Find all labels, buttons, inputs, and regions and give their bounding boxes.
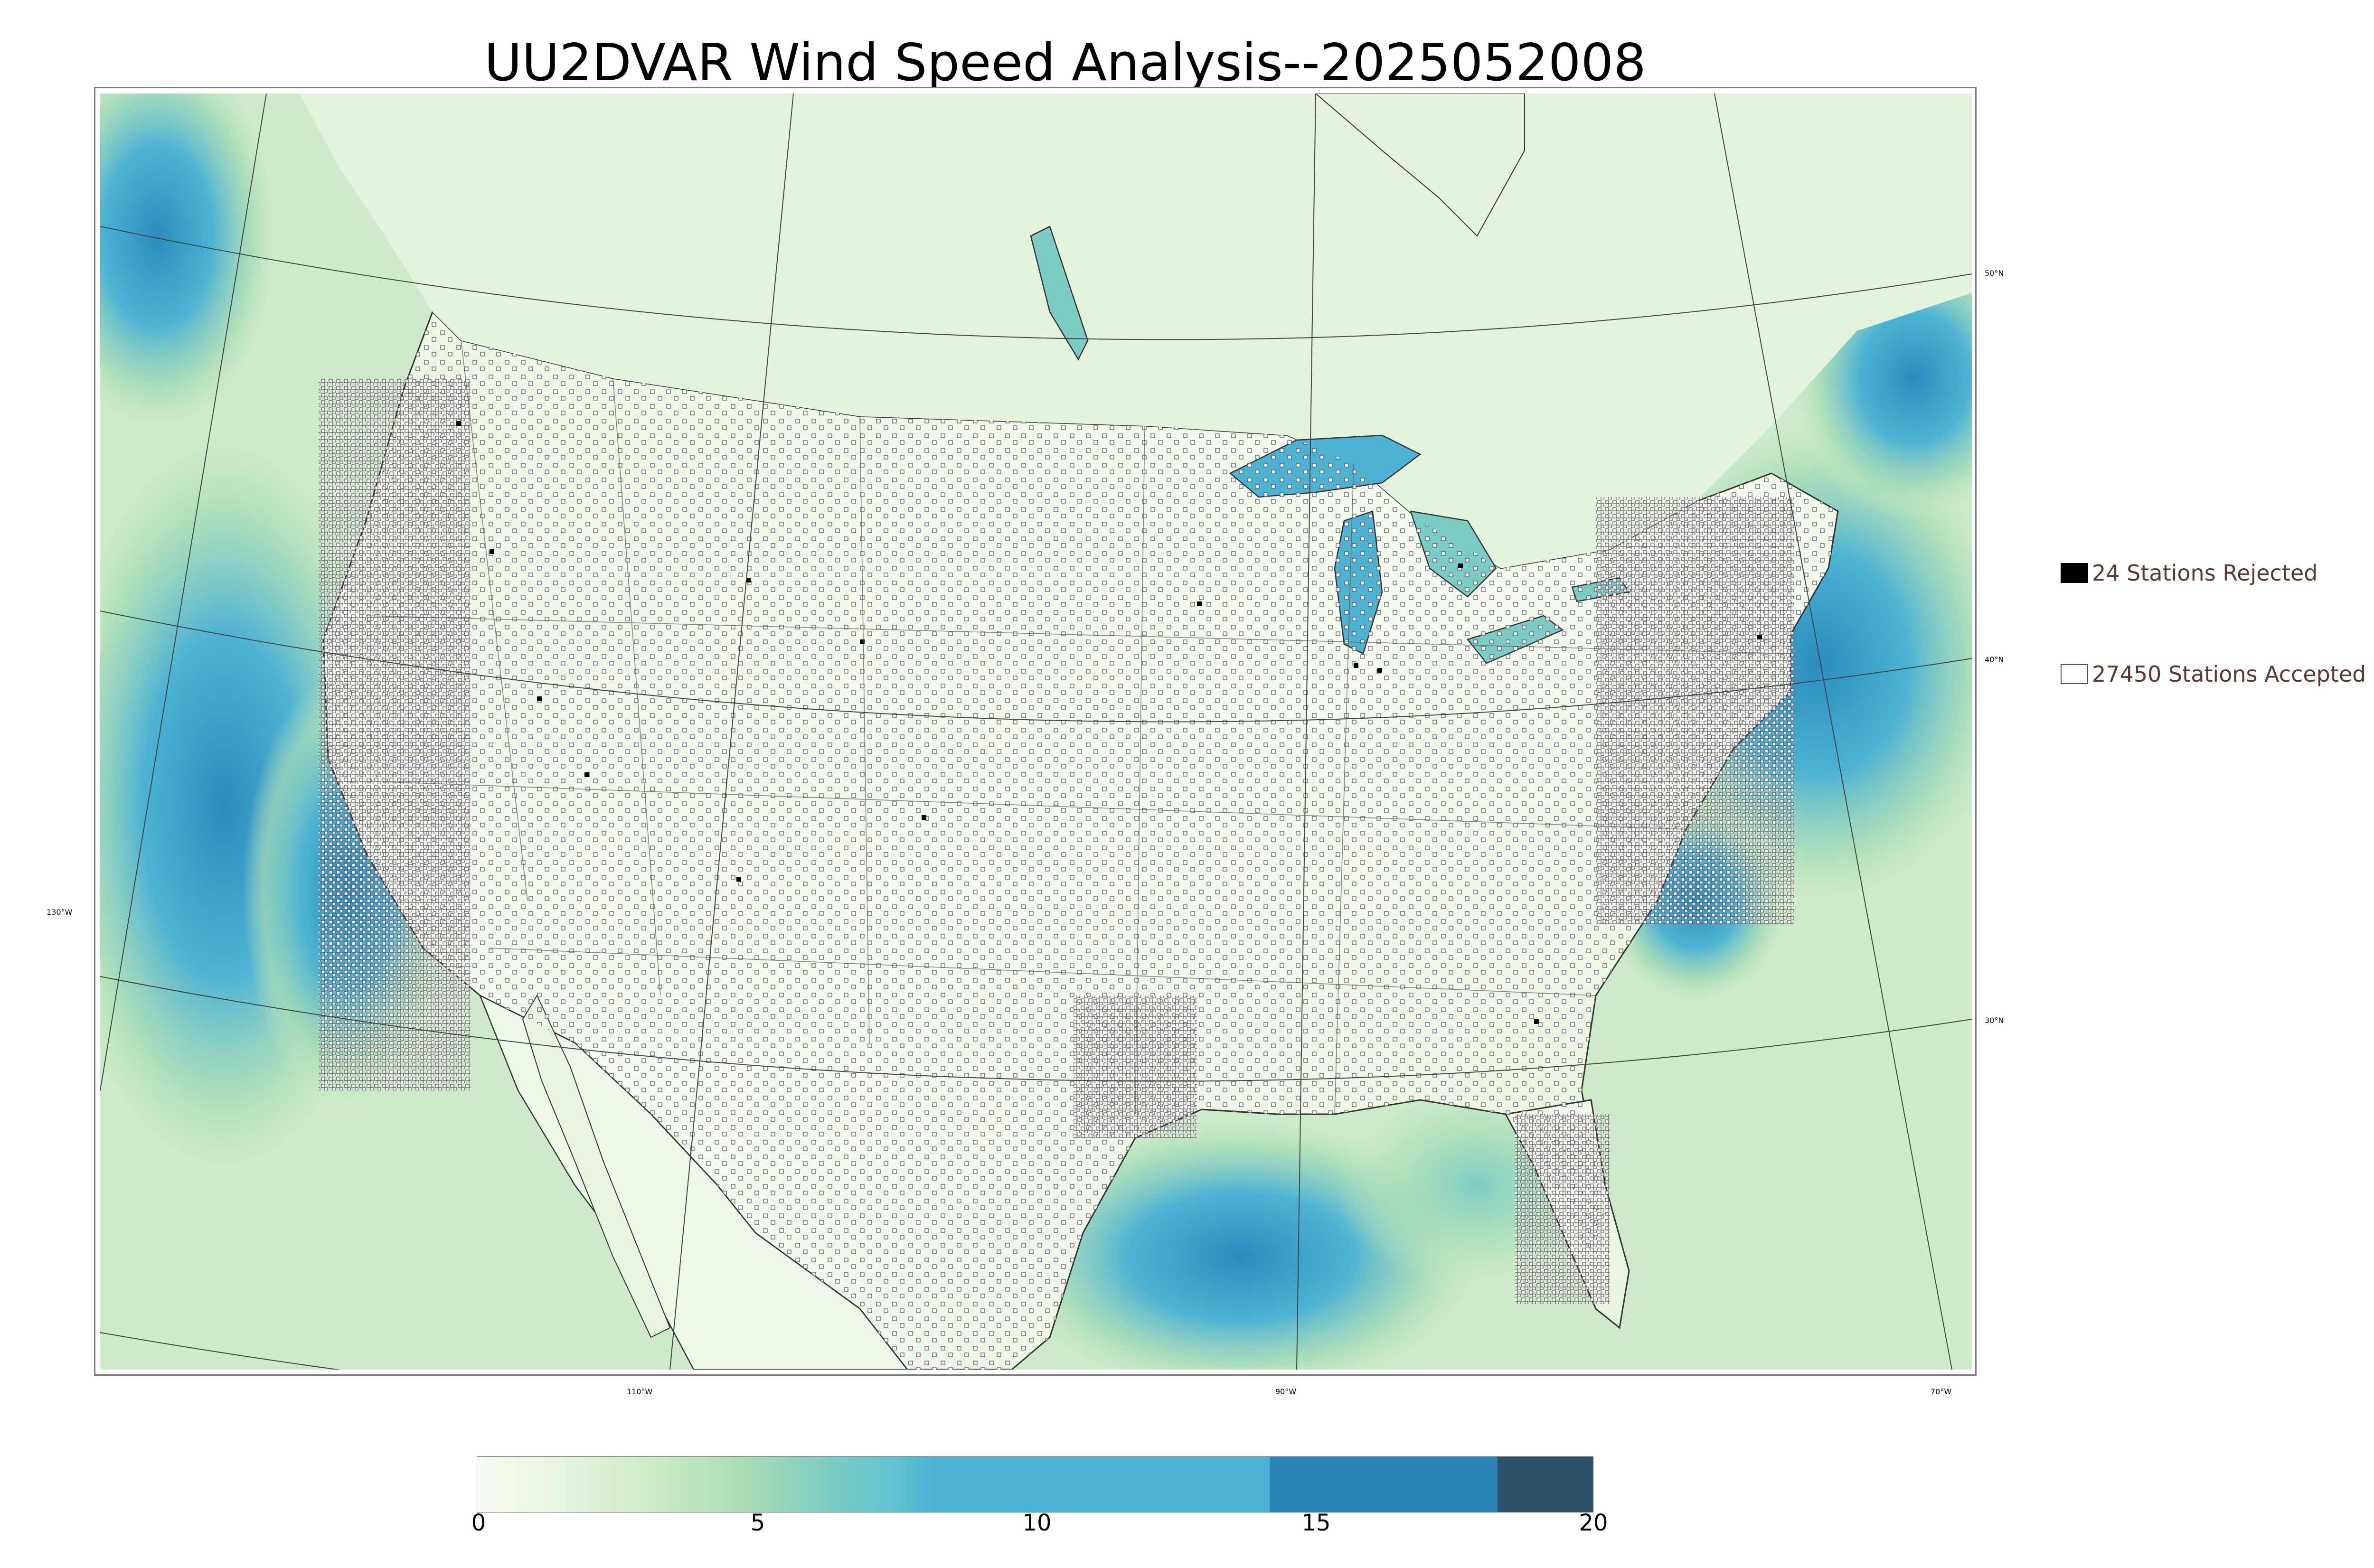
colorbar-tick-0: 0 — [471, 1510, 486, 1536]
colorbar-tick-5: 5 — [750, 1510, 765, 1536]
colorbar-band-12 — [1189, 1456, 1270, 1512]
legend-accepted: 27450 Stations Accepted — [2061, 661, 2366, 687]
colorbar-tick-20: 20 — [1579, 1510, 1608, 1536]
legend-rejected-label: 24 Stations Rejected — [2092, 560, 2318, 586]
canada-landmass — [300, 94, 1972, 568]
accepted-swatch — [2061, 664, 2088, 684]
lat-label-50n: 50°N — [1985, 269, 2004, 278]
lon-label-70w: 70°W — [1931, 1387, 1952, 1396]
lat-label-40n: 40°N — [1985, 655, 2004, 664]
wind-speed-colorbar — [477, 1456, 1593, 1512]
lon-label-130w: 130°W — [47, 908, 73, 917]
map-title: UU2DVAR Wind Speed Analysis--2025052008 — [484, 33, 1646, 93]
rejected-swatch — [2061, 563, 2088, 583]
colorbar-band-14 — [1270, 1456, 1498, 1512]
legend-accepted-label: 27450 Stations Accepted — [2092, 661, 2366, 687]
colorbar-band-18 — [1498, 1456, 1593, 1512]
colorbar-tick-10: 10 — [1022, 1510, 1052, 1536]
wind-speed-map — [100, 94, 1972, 1370]
legend-rejected: 24 Stations Rejected — [2061, 560, 2317, 586]
colorbar-gradient — [477, 1456, 1189, 1512]
state-boundaries — [366, 340, 1791, 1115]
lat-label-30n: 30°N — [1985, 1016, 2004, 1025]
hudson-bay-edge — [1315, 94, 1525, 237]
lake-winnipeg — [1030, 225, 1089, 361]
lon-label-90w: 90°W — [1275, 1387, 1297, 1396]
graticule — [100, 94, 1972, 1370]
rejected-stations — [456, 421, 1762, 1024]
lon-label-110w: 110°W — [627, 1387, 653, 1396]
colorbar-tick-15: 15 — [1301, 1510, 1331, 1536]
